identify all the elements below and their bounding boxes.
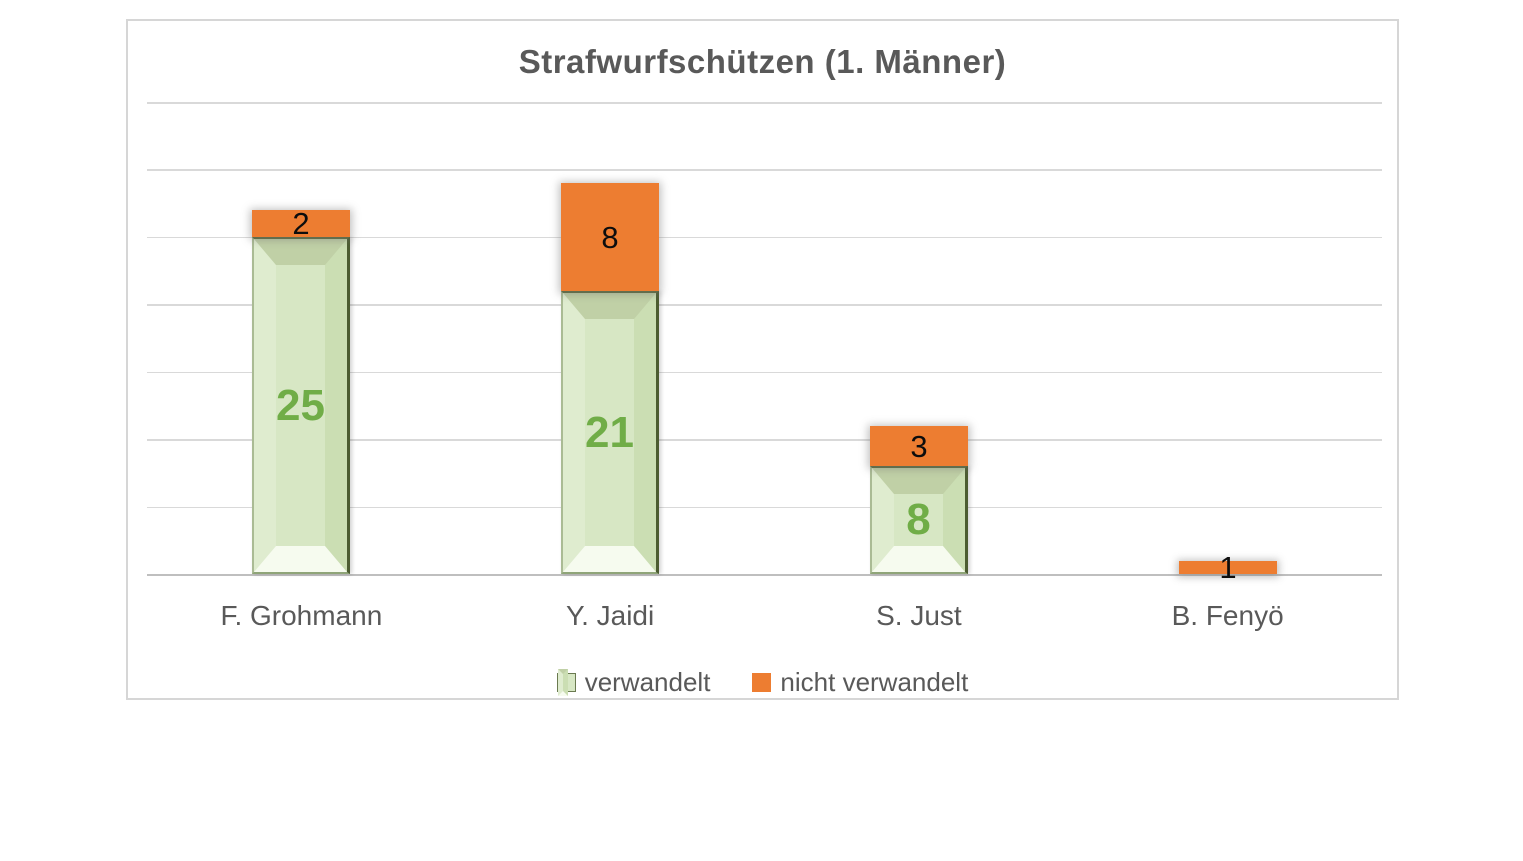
nicht-verwandelt-value-label: 2 <box>292 206 310 241</box>
nicht-verwandelt-value-label: 8 <box>601 219 619 255</box>
bar-verwandelt-0: 25 <box>252 237 350 574</box>
x-axis-line <box>147 574 1382 576</box>
chart-title: Strafwurfschützen (1. Männer) <box>518 43 1007 80</box>
gridline-35 <box>147 102 1382 104</box>
legend-item-verwandelt: verwandelt <box>556 667 711 698</box>
bar-nicht-verwandelt-0: 2 <box>252 206 350 241</box>
plot-area: 25 2 F. Grohmann 21 8 Y. Jaidi 8 3 S. Just 1 B. Fe… <box>128 21 1397 698</box>
gridline-10 <box>147 439 1382 441</box>
nicht-verwandelt-value-label: 1 <box>1219 550 1237 585</box>
verwandelt-legend-swatch-icon <box>556 669 576 696</box>
bar-bevel <box>872 468 965 572</box>
x-axis-label-2: S. Just <box>876 600 962 631</box>
legend-label-nicht-verwandelt: nicht verwandelt <box>780 667 969 697</box>
gridline-15 <box>147 371 1382 374</box>
legend-label-verwandelt: verwandelt <box>584 667 711 697</box>
gridline-30 <box>147 169 1382 171</box>
legend: verwandelt nicht verwandelt <box>128 667 1397 698</box>
bar-verwandelt-1: 21 <box>561 291 659 574</box>
chart-container: Strafwurfschützen (1. Männer) 25 2 F. Groh… <box>126 19 1399 700</box>
gridline-5 <box>147 506 1382 509</box>
bar-verwandelt-2: 8 <box>870 466 968 574</box>
x-axis-label-3: B. Fenyö <box>1171 600 1284 631</box>
bar-bevel <box>254 239 347 572</box>
x-axis-label-1: Y. Jaidi <box>566 600 655 631</box>
bar-nicht-verwandelt-3: 1 <box>1179 552 1277 583</box>
bar-nicht-verwandelt-2: 3 <box>870 426 968 466</box>
x-axis-label-0: F. Grohmann <box>220 600 383 631</box>
gridline-25 <box>147 236 1382 239</box>
nicht-verwandelt-legend-swatch-icon <box>752 673 772 692</box>
verwandelt-value-label: 21 <box>585 407 634 457</box>
bar-bevel <box>563 293 656 572</box>
gridline-20 <box>147 304 1382 306</box>
legend-item-nicht-verwandelt: nicht verwandelt <box>752 667 968 698</box>
bar-nicht-verwandelt-1: 8 <box>561 183 659 291</box>
nicht-verwandelt-value-label: 3 <box>910 428 928 464</box>
verwandelt-value-label: 8 <box>906 495 931 544</box>
verwandelt-value-label: 25 <box>276 380 325 430</box>
